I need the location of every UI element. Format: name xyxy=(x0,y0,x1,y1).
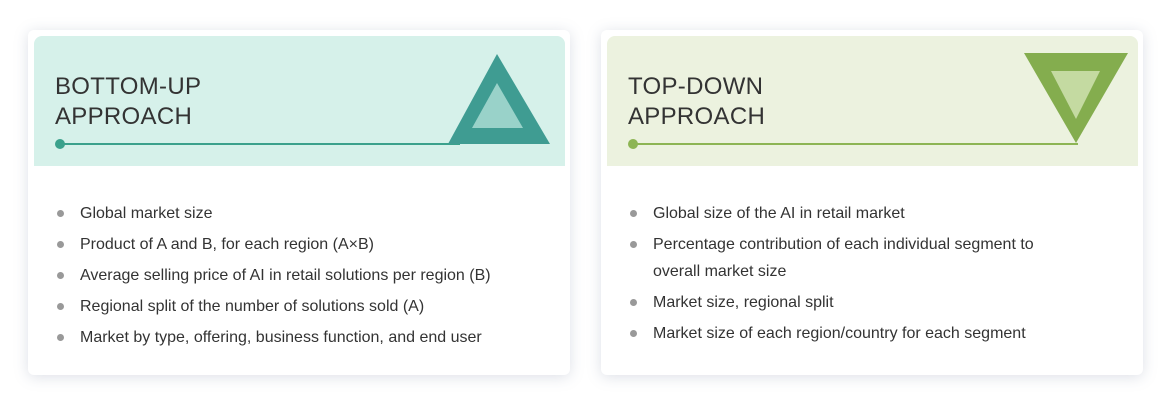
list-item: Global size of the AI in retail market xyxy=(627,200,1073,227)
top-down-header: TOP-DOWN APPROACH xyxy=(607,36,1138,166)
divider-line xyxy=(60,143,460,145)
list-item: Average selling price of AI in retail so… xyxy=(54,262,500,289)
list-item: Market size of each region/country for e… xyxy=(627,320,1073,347)
list-item: Product of A and B, for each region (A×B… xyxy=(54,231,500,258)
bottom-up-list: Global market size Product of A and B, f… xyxy=(54,200,500,355)
bottom-up-title: BOTTOM-UP APPROACH xyxy=(55,73,202,130)
list-item: Regional split of the number of solution… xyxy=(54,293,500,320)
list-item: Market by type, offering, business funct… xyxy=(54,324,500,351)
bottom-up-card: BOTTOM-UP APPROACH Global market size Pr… xyxy=(28,30,570,375)
top-down-title: TOP-DOWN APPROACH xyxy=(628,73,766,130)
divider-line xyxy=(633,143,1078,145)
top-down-card: TOP-DOWN APPROACH Global size of the AI … xyxy=(601,30,1143,375)
bottom-up-header: BOTTOM-UP APPROACH xyxy=(34,36,565,166)
list-item: Global market size xyxy=(54,200,500,227)
list-item: Percentage contribution of each individu… xyxy=(627,231,1073,285)
top-down-list: Global size of the AI in retail market P… xyxy=(627,200,1073,351)
list-item: Market size, regional split xyxy=(627,289,1073,316)
triangle-down-icon xyxy=(1024,53,1128,143)
triangle-up-icon xyxy=(448,54,550,144)
